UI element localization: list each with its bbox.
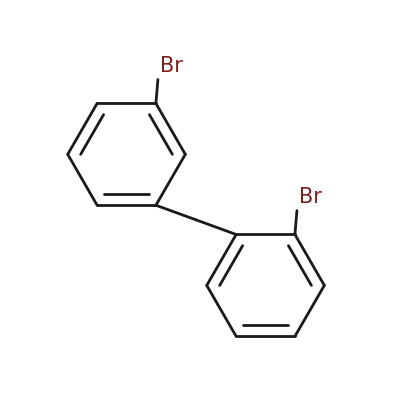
Text: Br: Br bbox=[160, 56, 183, 76]
Text: Br: Br bbox=[299, 188, 322, 208]
